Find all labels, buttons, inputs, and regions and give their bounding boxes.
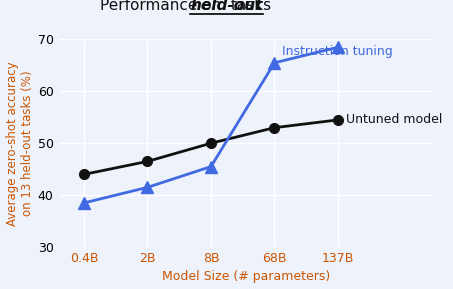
Text: tasks: tasks — [226, 0, 272, 13]
Text: Performance on: Performance on — [101, 0, 226, 13]
Y-axis label: Average zero-shot accuracy
on 13 held-out tasks (%): Average zero-shot accuracy on 13 held-ou… — [5, 61, 34, 225]
Text: held-out: held-out — [190, 0, 263, 13]
Text: Instruction tuning: Instruction tuning — [282, 45, 393, 58]
Text: Untuned model: Untuned model — [346, 113, 442, 126]
X-axis label: Model Size (# parameters): Model Size (# parameters) — [162, 271, 330, 284]
